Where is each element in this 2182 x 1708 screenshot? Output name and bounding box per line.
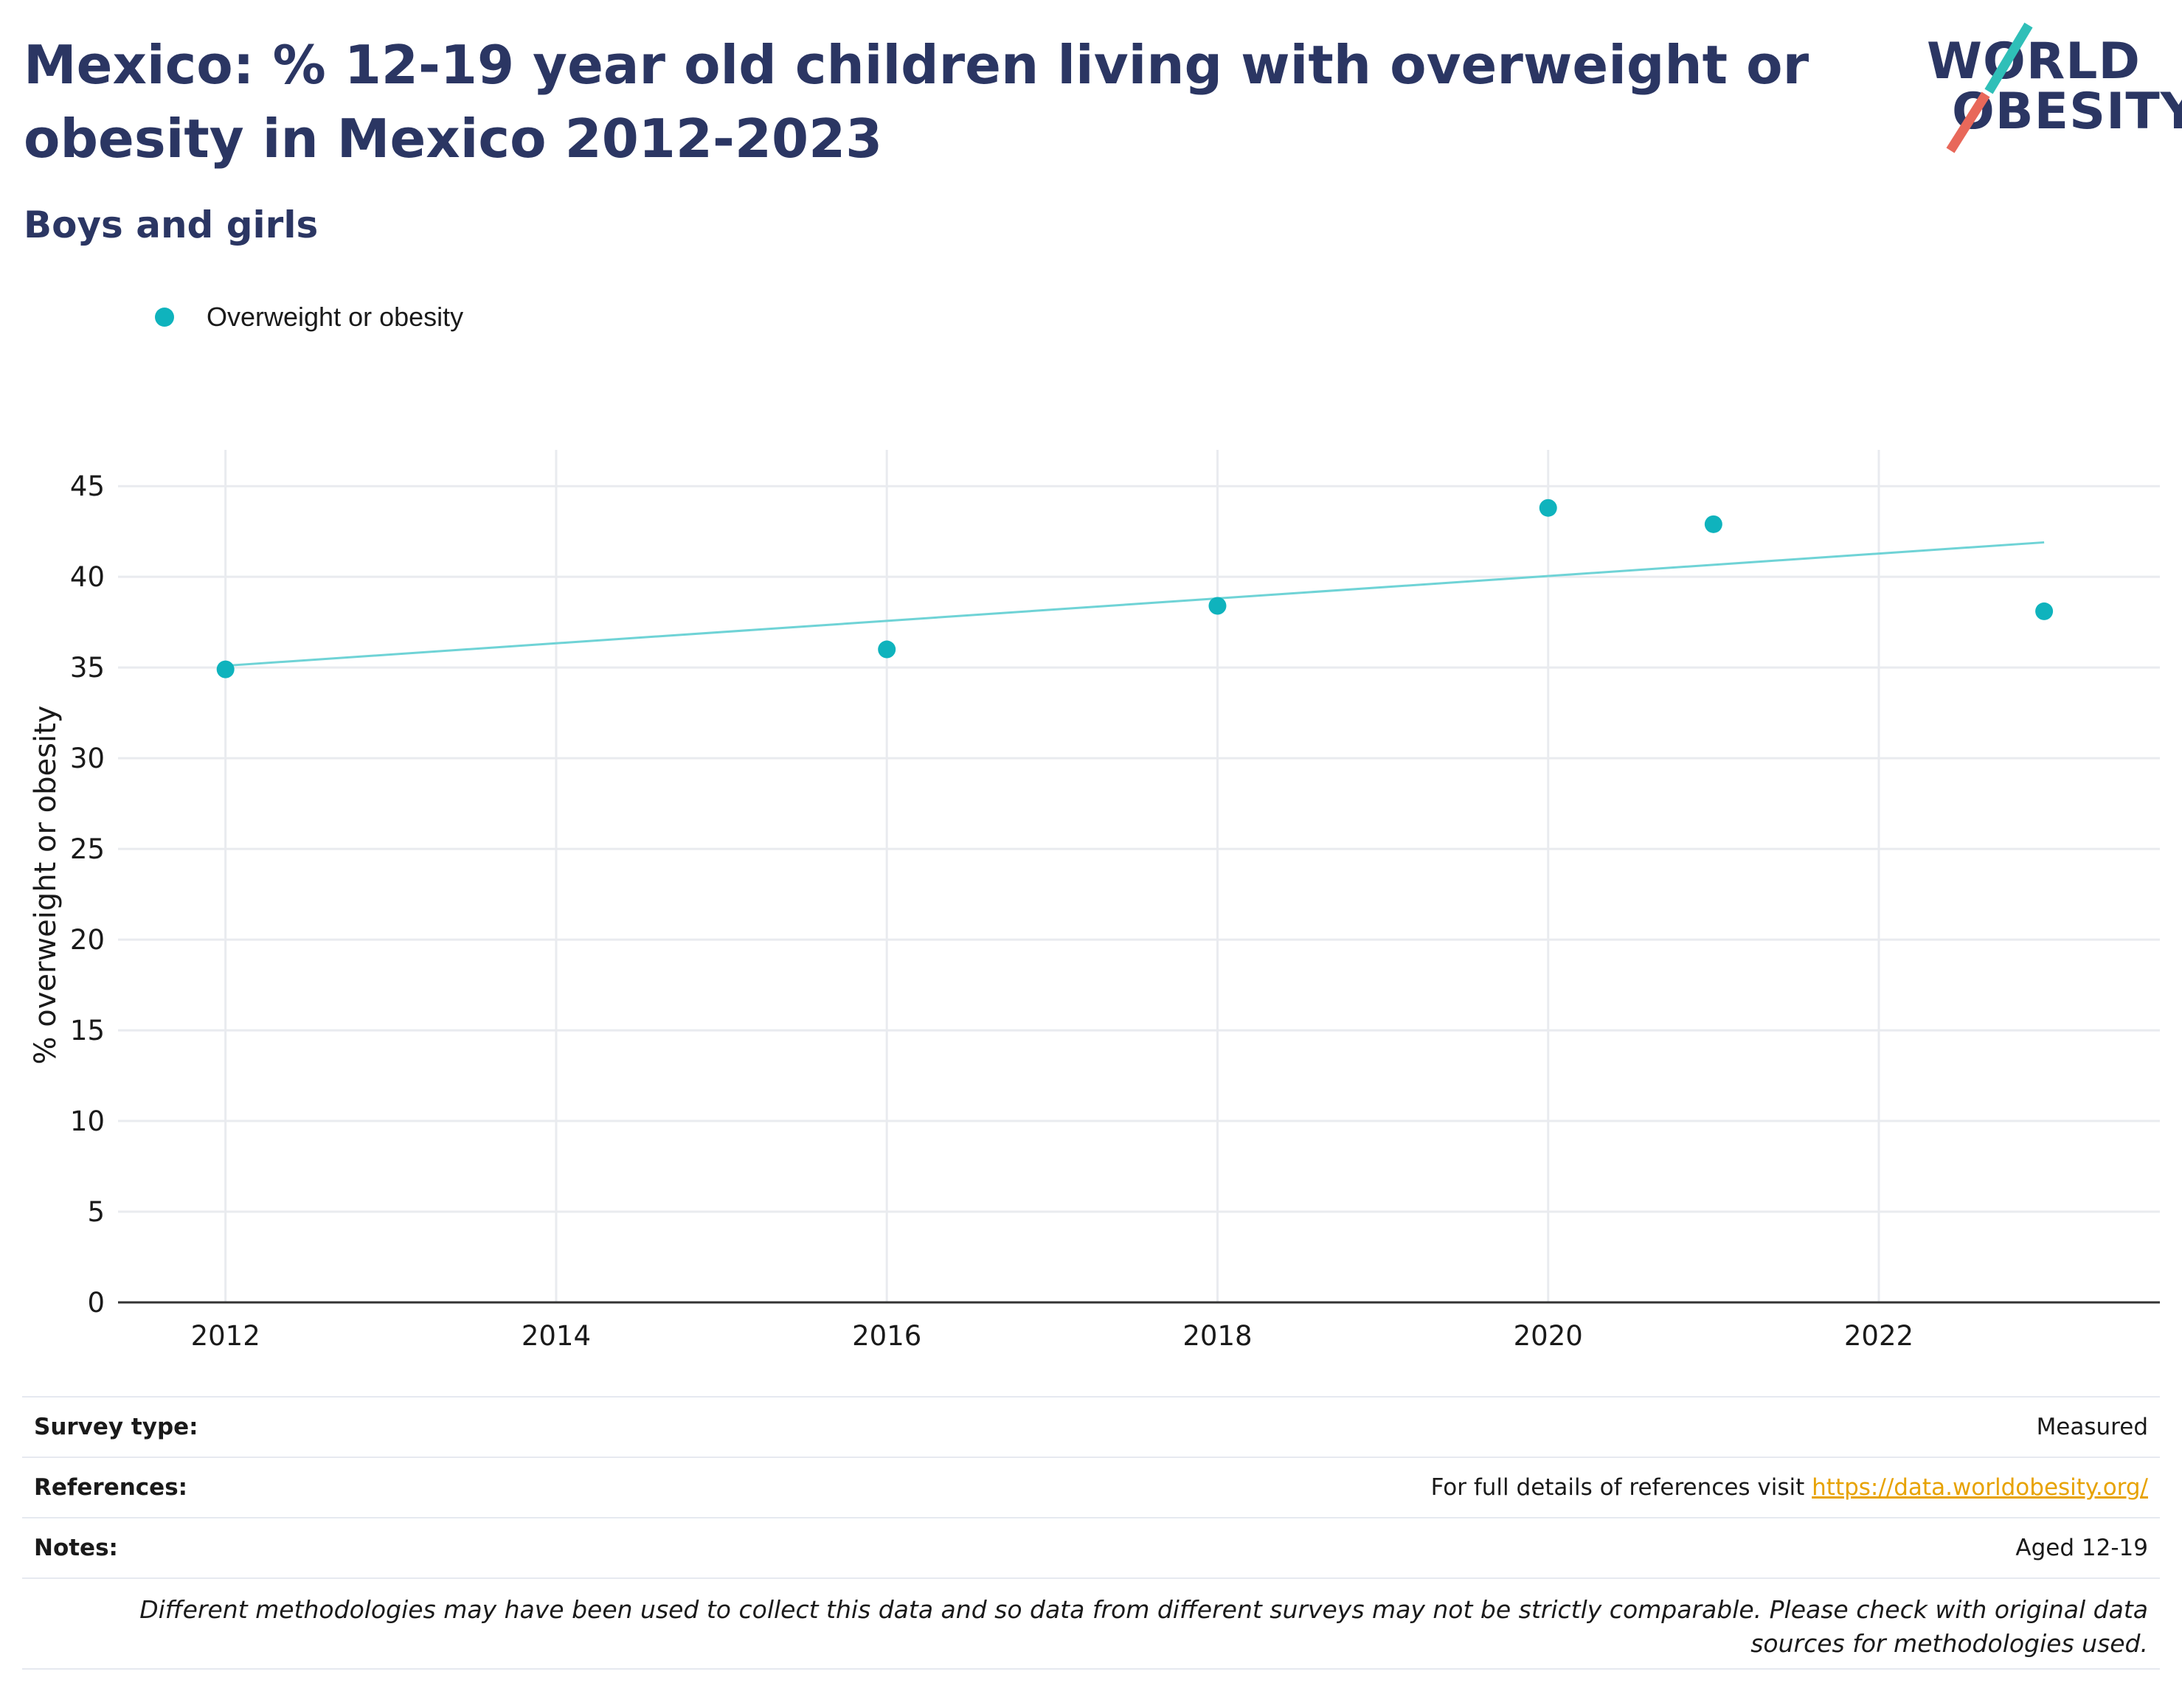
x-tick-labels: 2012 2014 2016 2018 2020 2022 <box>191 1320 1913 1352</box>
y-tick-label: 10 <box>70 1105 105 1137</box>
legend-label: Overweight or obesity <box>207 302 464 332</box>
x-tick-label: 2012 <box>191 1320 260 1352</box>
chart-title: Mexico: % 12-19 year old children living… <box>24 34 1809 170</box>
y-tick-label: 45 <box>70 471 105 502</box>
notes-value: Aged 12-19 <box>2015 1535 2148 1561</box>
disclaimer-rule <box>22 1577 2160 1579</box>
methodology-disclaimer: Different methodologies may have been us… <box>139 1595 2148 1658</box>
references-row: References: For full details of referenc… <box>22 1457 2160 1517</box>
survey-type-label: Survey type: <box>34 1414 198 1440</box>
x-tick-label: 2018 <box>1182 1320 1252 1352</box>
data-point-2016[interactable] <box>878 640 896 659</box>
survey-type-row: Survey type: Measured <box>22 1396 2160 1457</box>
data-point-2020[interactable] <box>1539 499 1557 517</box>
data-point-2018[interactable] <box>1208 597 1227 615</box>
references-value: For full details of references visit htt… <box>1431 1474 2160 1501</box>
x-tick-label: 2014 <box>522 1320 591 1352</box>
data-point-2012[interactable] <box>216 660 235 678</box>
references-text: For full details of references visit <box>1430 1474 1812 1501</box>
y-gridlines <box>118 485 2160 1213</box>
y-tick-label: 30 <box>70 743 105 774</box>
logo-slash-icon <box>1946 22 2033 153</box>
y-tick-labels: 0 5 10 15 20 25 30 35 40 45 <box>70 471 105 1319</box>
notes-row: Notes: Aged 12-19 <box>22 1517 2160 1577</box>
y-tick-label: 0 <box>87 1287 105 1319</box>
data-point-2023[interactable] <box>2035 602 2054 620</box>
trendline <box>225 541 2045 667</box>
y-tick-label: 5 <box>87 1196 105 1228</box>
references-label: References: <box>34 1474 188 1501</box>
data-points <box>216 499 2054 678</box>
chart-subtitle: Boys and girls <box>24 204 319 246</box>
y-tick-label: 25 <box>70 833 105 865</box>
notes-label: Notes: <box>34 1535 118 1561</box>
y-tick-label: 20 <box>70 924 105 956</box>
y-tick-label: 35 <box>70 652 105 684</box>
bottom-divider <box>22 1668 2160 1670</box>
x-gridlines <box>224 450 1880 1302</box>
logo-text-world: WORLD <box>1927 32 2141 91</box>
y-tick-label: 15 <box>70 1015 105 1046</box>
survey-type-value: Measured <box>2036 1414 2148 1440</box>
references-link[interactable]: https://data.worldobesity.org/ <box>1812 1474 2148 1501</box>
x-tick-label: 2020 <box>1514 1320 1583 1352</box>
y-axis-label: % overweight or obesity <box>29 705 63 1065</box>
data-point-2021[interactable] <box>1704 515 1722 533</box>
world-obesity-logo: WORLD OBESITY <box>1927 18 2182 158</box>
x-tick-label: 2022 <box>1844 1320 1913 1352</box>
x-tick-label: 2016 <box>852 1320 921 1352</box>
y-tick-label: 40 <box>70 561 105 593</box>
chart-legend: Overweight or obesity <box>155 295 463 339</box>
legend-marker <box>155 308 174 327</box>
